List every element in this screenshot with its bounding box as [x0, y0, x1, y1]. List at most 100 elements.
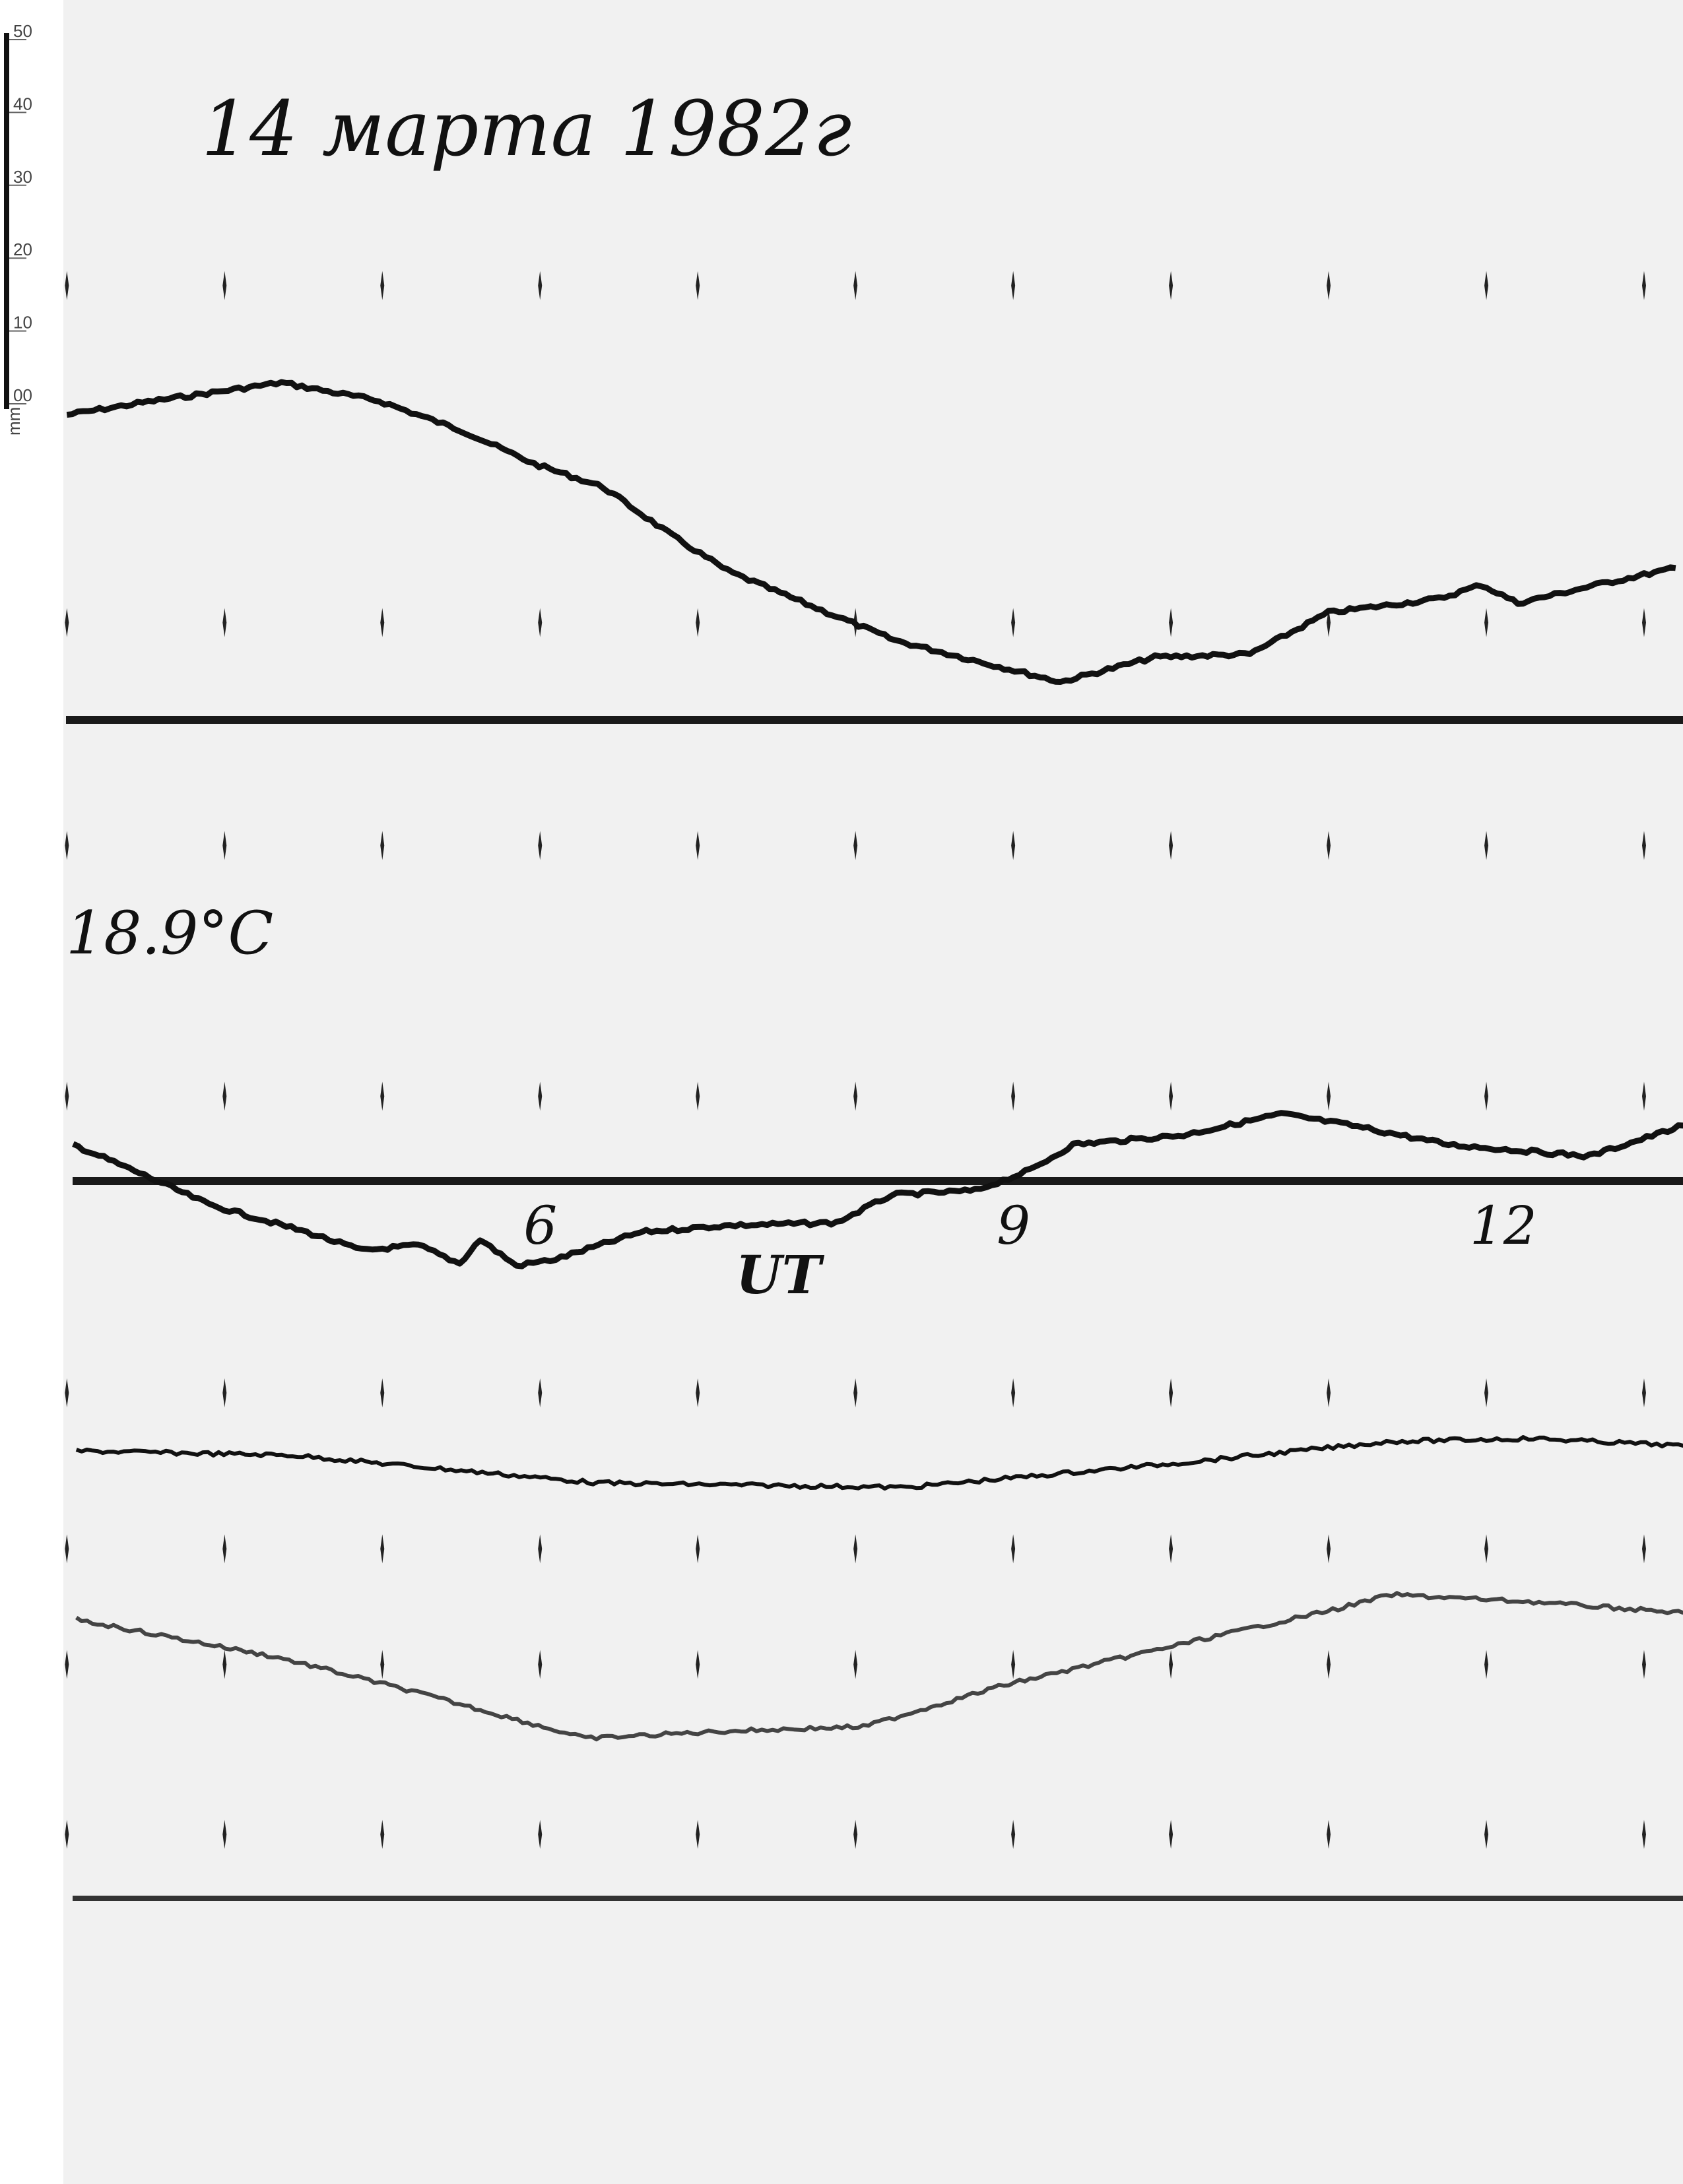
hour-mark — [1011, 831, 1016, 860]
hour-mark — [222, 1820, 227, 1849]
hour-label-9: 9 — [997, 1195, 1030, 1256]
hour-mark — [1327, 1534, 1331, 1564]
hour-mark — [696, 608, 700, 637]
hour-mark — [222, 1378, 227, 1407]
hour-label-12: 12 — [1470, 1195, 1537, 1256]
ruler-tick-label: 20 — [13, 240, 32, 259]
hour-mark — [538, 1081, 543, 1111]
hour-mark — [1327, 1820, 1331, 1849]
hour-mark — [696, 1081, 700, 1111]
hour-mark — [696, 1820, 700, 1849]
hour-mark — [1327, 608, 1331, 637]
hour-mark — [696, 831, 700, 860]
hour-mark — [1327, 1650, 1331, 1679]
hour-mark — [1327, 271, 1331, 300]
hour-mark — [1169, 1534, 1173, 1564]
hour-mark — [1169, 1081, 1173, 1111]
hour-mark — [380, 271, 385, 300]
hour-mark — [1641, 831, 1646, 860]
hour-mark — [65, 1650, 69, 1679]
hour-mark — [538, 608, 543, 637]
hour-mark — [538, 1378, 543, 1407]
hour-mark — [1169, 1378, 1173, 1407]
hour-mark — [1484, 1534, 1489, 1564]
hour-mark — [65, 1534, 69, 1564]
ruler-tick-label: 40 — [13, 94, 32, 113]
hour-mark — [65, 608, 69, 637]
hour-mark — [1011, 1650, 1016, 1679]
trace-1 — [66, 379, 1676, 685]
hour-mark — [1484, 1081, 1489, 1111]
hour-mark — [538, 1650, 543, 1679]
hour-mark — [65, 831, 69, 860]
hour-mark — [380, 1650, 385, 1679]
x-axis-label: UT — [736, 1244, 825, 1306]
hour-mark — [1169, 1820, 1173, 1849]
hour-labels: 6 9 12 — [523, 1195, 1537, 1256]
hour-mark — [1641, 608, 1646, 637]
trace-2 — [72, 1110, 1683, 1269]
hour-mark — [1484, 608, 1489, 637]
ruler-tick-label: 50 — [13, 21, 32, 41]
hour-mark — [65, 271, 69, 300]
hour-mark — [853, 1534, 858, 1564]
hour-label-6: 6 — [523, 1195, 557, 1256]
hour-mark — [853, 271, 858, 300]
hour-mark — [538, 1534, 543, 1564]
hour-mark — [1011, 1820, 1016, 1849]
baseline-upper — [66, 716, 1683, 724]
baselines — [66, 716, 1683, 1901]
traces — [66, 379, 1683, 1742]
hour-mark — [1169, 1650, 1173, 1679]
hour-mark — [1011, 271, 1016, 300]
hour-mark — [1641, 1820, 1646, 1849]
ruler-tick-label: 00 — [13, 385, 32, 405]
hour-mark — [853, 1081, 858, 1111]
hour-mark — [1641, 271, 1646, 300]
hour-mark — [1641, 1081, 1646, 1111]
hour-marks — [65, 271, 1646, 1849]
hour-mark — [696, 271, 700, 300]
hour-mark — [222, 1534, 227, 1564]
hour-mark — [380, 1081, 385, 1111]
chart-title: 14 марта 1982г — [201, 85, 851, 174]
hour-mark — [1327, 831, 1331, 860]
hour-mark — [696, 1534, 700, 1564]
hour-mark — [65, 1820, 69, 1849]
hour-mark — [853, 1650, 858, 1679]
hour-mark — [538, 271, 543, 300]
hour-mark — [1641, 1534, 1646, 1564]
hour-mark — [1484, 1650, 1489, 1679]
hour-mark — [853, 1820, 858, 1849]
hour-mark — [1169, 608, 1173, 637]
hour-mark — [380, 1820, 385, 1849]
hour-mark — [222, 271, 227, 300]
hour-mark — [1484, 1820, 1489, 1849]
hour-mark — [380, 831, 385, 860]
baseline-middle — [73, 1177, 1683, 1185]
hour-mark — [1327, 1378, 1331, 1407]
hour-mark — [853, 831, 858, 860]
hour-mark — [380, 608, 385, 637]
hour-mark — [1011, 1378, 1016, 1407]
hour-mark — [538, 831, 543, 860]
hour-mark — [1484, 1378, 1489, 1407]
hour-mark — [1484, 831, 1489, 860]
hour-mark — [1484, 271, 1489, 300]
hour-mark — [65, 1378, 69, 1407]
hour-mark — [1641, 1650, 1646, 1679]
ruler-unit-label: mm — [4, 407, 24, 435]
hour-mark — [380, 1378, 385, 1407]
hour-mark — [538, 1820, 543, 1849]
temperature-annotation: 18.9°C — [66, 899, 273, 968]
hour-mark — [696, 1378, 700, 1407]
hour-mark — [1169, 271, 1173, 300]
trace-4 — [75, 1591, 1683, 1742]
hour-mark — [1327, 1081, 1331, 1111]
hour-mark — [222, 1081, 227, 1111]
hour-mark — [1011, 608, 1016, 637]
hour-mark — [65, 1081, 69, 1111]
ruler-tick-label: 10 — [13, 313, 32, 333]
